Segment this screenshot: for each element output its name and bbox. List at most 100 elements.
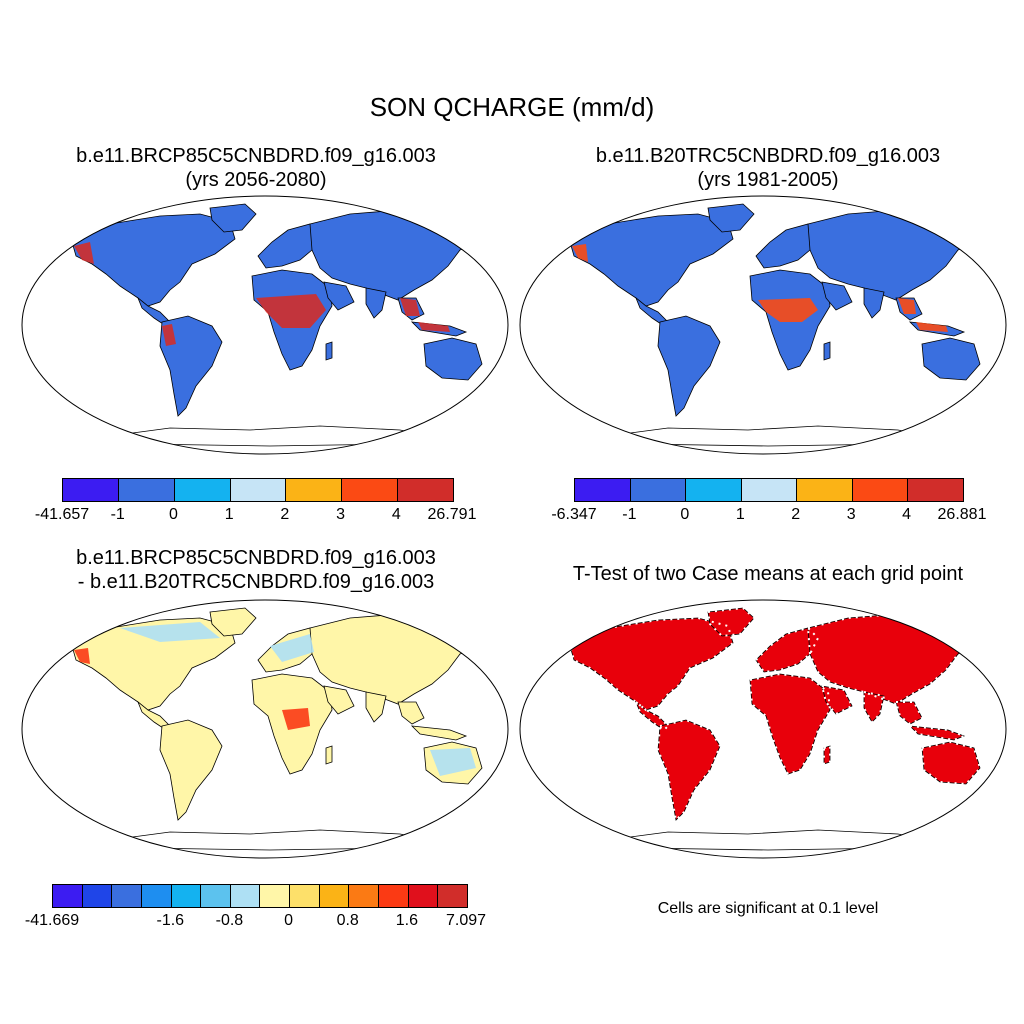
map-historical [519, 195, 1007, 455]
nonsignificant-cells-madagascar [823, 744, 831, 766]
region-australia-light [430, 748, 476, 776]
colorbar-tick-label: 4 [902, 506, 912, 523]
panel-future-title-line1: b.e11.BRCP85C5CNBDRD.f09_g16.003 [76, 145, 436, 167]
continent-madagascar [823, 341, 831, 361]
region-nw-america [572, 244, 588, 262]
colorbar-swatch-5 [852, 479, 909, 501]
continent-greenland [209, 203, 257, 233]
nonsignificant-cells-north-america [568, 616, 735, 712]
panel-future-title-line2: (yrs 2056-2080) [185, 169, 327, 191]
map-land-layer [71, 607, 483, 851]
colorbar-swatch-0 [575, 479, 631, 501]
nonsignificant-cells-arabia [820, 684, 854, 716]
continent-north-america [71, 213, 236, 307]
region-indonesia-wet [418, 322, 450, 332]
region-africa-hot [282, 708, 310, 730]
colorbar-tick-label: 0 [680, 506, 690, 523]
map-projection-outline [519, 195, 1007, 455]
region-indonesia-wet [916, 322, 948, 332]
colorbar-future [62, 478, 454, 502]
panel-difference-title-line1: b.e11.BRCP85C5CNBDRD.f09_g16.003 [76, 547, 436, 569]
region-nw-america [74, 242, 94, 264]
region-arctic-light [120, 622, 220, 642]
continent-arabia [323, 281, 355, 311]
colorbar-tick-label: 2 [280, 506, 290, 523]
significance-note: Cells are significant at 0.1 level [657, 900, 879, 917]
colorbar-tick-label: 4 [391, 506, 401, 523]
continent-india [863, 691, 885, 723]
colorbar-swatch-3 [230, 479, 287, 501]
colorbar-swatch-6 [398, 479, 454, 501]
continent-southeast-asia [397, 701, 425, 725]
nonsignificant-cells-africa [748, 672, 832, 776]
region-se-asia-wet [898, 298, 916, 314]
map-projection-outline [519, 599, 1007, 859]
continent-australia [423, 337, 483, 381]
colorbar-swatch-6 [230, 885, 261, 907]
continent-north-america [569, 617, 734, 711]
map-land-layer [569, 203, 981, 447]
colorbar-swatch-7 [260, 885, 291, 907]
colorbar-tick-label: -6.347 [551, 506, 597, 523]
colorbar-swatch-0 [53, 885, 83, 907]
colorbar-tick-label: 3 [846, 506, 856, 523]
panel-future-title: b.e11.BRCP85C5CNBDRD.f09_g16.003 (yrs 20… [16, 144, 496, 192]
colorbar-swatch-3 [141, 885, 172, 907]
continent-indonesia [410, 725, 468, 741]
map-projection-outline [21, 195, 509, 455]
map-difference [21, 599, 509, 859]
continent-south-america [159, 719, 223, 821]
colorbar-tick-label: -1 [622, 506, 637, 523]
colorbar-tick-label: -1 [110, 506, 125, 523]
colorbar-tick-label: 1 [735, 506, 745, 523]
colorbar-tick-label: 1.6 [395, 912, 418, 929]
colorbar-tick-label: 26.791 [427, 506, 477, 523]
colorbar-swatch-2 [174, 479, 231, 501]
nonsignificant-cells-southeast-asia [894, 701, 924, 726]
colorbar-historical-labels: -6.347 -1 0 1 2 3 4 26.881 [551, 506, 986, 526]
colorbar-difference [52, 884, 468, 908]
figure-title: SON QCHARGE (mm/d) [369, 92, 655, 122]
continent-madagascar [325, 341, 333, 361]
map-land-layer [71, 203, 483, 447]
colorbar-swatch-6 [908, 479, 964, 501]
continent-madagascar [325, 745, 333, 765]
colorbar-tick-label: -0.8 [215, 912, 244, 929]
region-africa-tropics [256, 294, 326, 328]
colorbar-swatch-8 [290, 885, 320, 907]
panel-historical-title-line2: (yrs 1981-2005) [697, 169, 839, 191]
panel-difference-title-line2: - b.e11.B20TRC5CNBDRD.f09_g16.003 [77, 571, 435, 593]
colorbar-tick-label: -41.657 [34, 506, 90, 523]
colorbar-swatch-4 [286, 479, 343, 501]
continent-india [365, 287, 387, 319]
colorbar-tick-label: -1.6 [156, 912, 185, 929]
colorbar-tick-label: -41.669 [24, 912, 80, 929]
colorbar-swatch-0 [63, 479, 119, 501]
region-europe-light [270, 634, 314, 662]
map-ttest [519, 599, 1007, 859]
continent-australia [921, 337, 981, 381]
colorbar-swatch-12 [408, 885, 439, 907]
colorbar-historical [574, 478, 964, 502]
nonsignificant-cells-greenland [706, 606, 756, 638]
colorbar-swatch-1 [82, 885, 113, 907]
panel-ttest-title: T-Test of two Case means at each grid po… [572, 563, 964, 585]
colorbar-swatch-2 [112, 885, 142, 907]
colorbar-swatch-13 [438, 885, 467, 907]
nonsignificant-cells-australia [920, 740, 982, 786]
colorbar-swatch-11 [379, 885, 409, 907]
nonsignificant-cells-europe [754, 626, 820, 674]
continent-south-america [159, 315, 223, 417]
continent-greenland [707, 203, 755, 233]
colorbar-tick-label: 2 [791, 506, 801, 523]
continent-south-america [657, 315, 721, 417]
continent-arabia [323, 685, 355, 715]
colorbar-swatch-3 [741, 479, 798, 501]
colorbar-swatch-4 [171, 885, 202, 907]
continent-india [365, 691, 387, 723]
colorbar-tick-label: 0 [168, 506, 178, 523]
colorbar-swatch-5 [201, 885, 231, 907]
map-projection-outline [21, 599, 509, 859]
map-land-layer [568, 606, 982, 851]
continent-indonesia [908, 725, 966, 741]
